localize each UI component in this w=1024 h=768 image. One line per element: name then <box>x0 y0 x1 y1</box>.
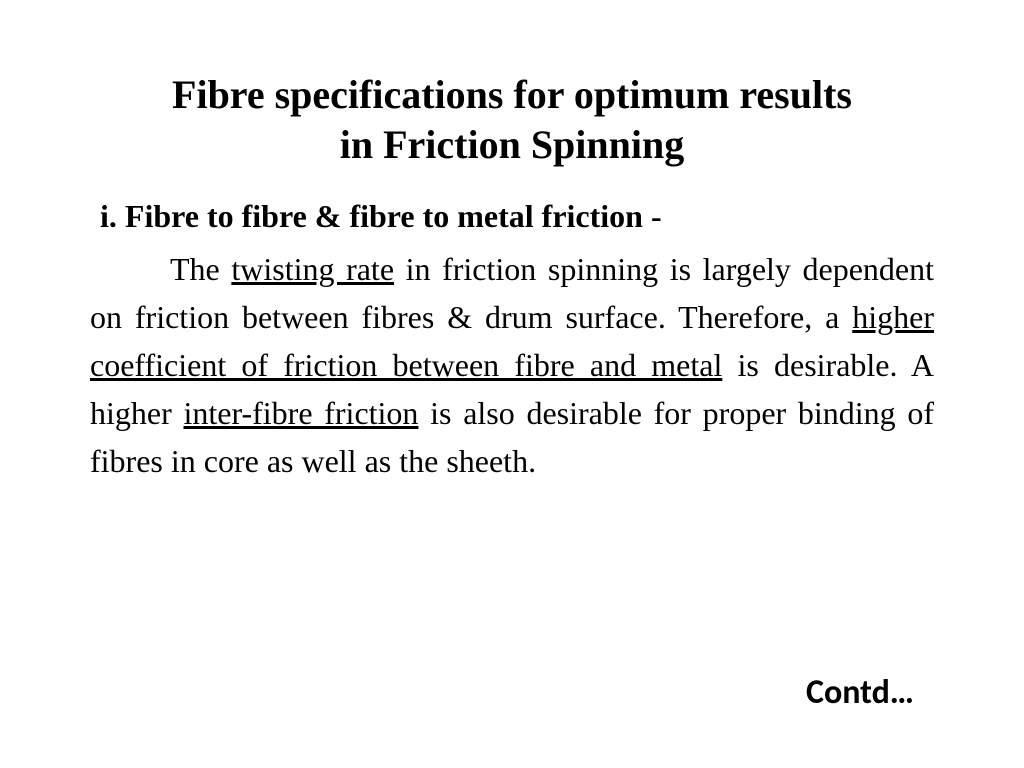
slide: Fibre specifications for optimum results… <box>0 0 1024 768</box>
body-text: The <box>170 251 231 287</box>
slide-title: Fibre specifications for optimum results… <box>90 70 934 170</box>
title-line-2: in Friction Spinning <box>340 122 685 167</box>
body-underline-interfibre: inter-fibre friction <box>183 395 418 431</box>
title-line-1: Fibre specifications for optimum results <box>172 72 852 117</box>
body-paragraph: The twisting rate in friction spinning i… <box>90 245 934 485</box>
body-underline-twisting-rate: twisting rate <box>231 251 394 287</box>
section-subheading: i. Fibre to fibre & fibre to metal frict… <box>100 198 934 235</box>
continued-label: Contd… <box>806 672 914 713</box>
